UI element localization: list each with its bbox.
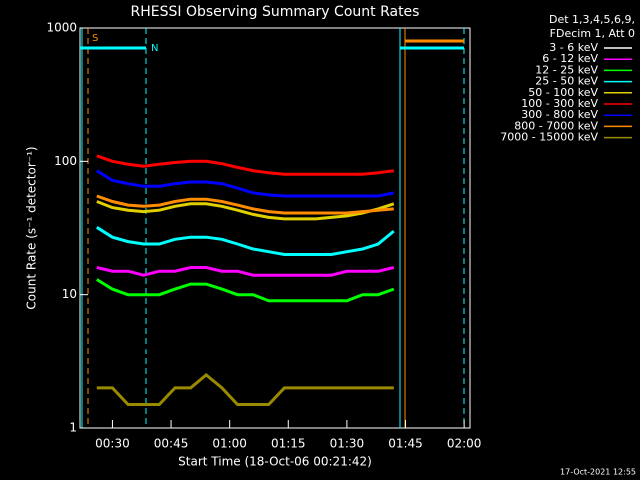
series-line [96, 169, 395, 198]
legend-header: Det 1,3,4,5,6,9, [549, 13, 635, 26]
y-tick-label: 1 [69, 421, 77, 435]
series-line [96, 200, 395, 221]
series-line [95, 226, 395, 256]
series-line [96, 333, 394, 350]
x-tick-label: 00:30 [95, 437, 130, 451]
y-tick-label: 10 [62, 287, 77, 301]
footer: 17-Oct-2021 12:55 [560, 468, 636, 477]
legend-label: 6 - 12 keV [542, 52, 598, 65]
x-tick-label: 01:45 [388, 437, 423, 451]
x-axis-label: Start Time (18-Oct-06 00:21:42) [178, 455, 372, 469]
x-tick-label: 01:00 [212, 437, 247, 451]
legend-label: 25 - 50 keV [535, 75, 598, 88]
legend-label: 800 - 7000 keV [514, 119, 598, 132]
y-axis-label: Count Rate (s⁻¹ detector⁻¹) [25, 146, 39, 309]
series-line [96, 194, 394, 215]
x-tick-label: 01:15 [271, 437, 306, 451]
legend-label: 3 - 6 keV [549, 41, 598, 54]
legend-label: 300 - 800 keV [521, 108, 598, 121]
legend-header: FDecim 1, Att 0 [550, 27, 635, 40]
y-tick-label: 1000 [46, 21, 77, 35]
legend-label: 50 - 100 keV [528, 86, 598, 99]
time-markers [80, 28, 465, 428]
legend-label: 12 - 25 keV [535, 63, 598, 76]
series-line [96, 154, 395, 176]
legend-label: 7000 - 15000 keV [500, 131, 598, 144]
series-line [96, 266, 395, 277]
x-tick-label: 02:00 [447, 437, 482, 451]
legend-label: 100 - 300 keV [521, 97, 598, 110]
x-tick-label: 01:30 [330, 437, 365, 451]
x-tick-label: 00:45 [154, 437, 189, 451]
plot-frame [79, 27, 471, 429]
series-line [96, 372, 394, 406]
annotation: S [92, 33, 98, 44]
series-line [96, 278, 395, 303]
y-tick-label: 100 [54, 154, 77, 168]
annotation: N [151, 43, 158, 54]
chart-title: RHESSI Observing Summary Count Rates [131, 4, 420, 20]
